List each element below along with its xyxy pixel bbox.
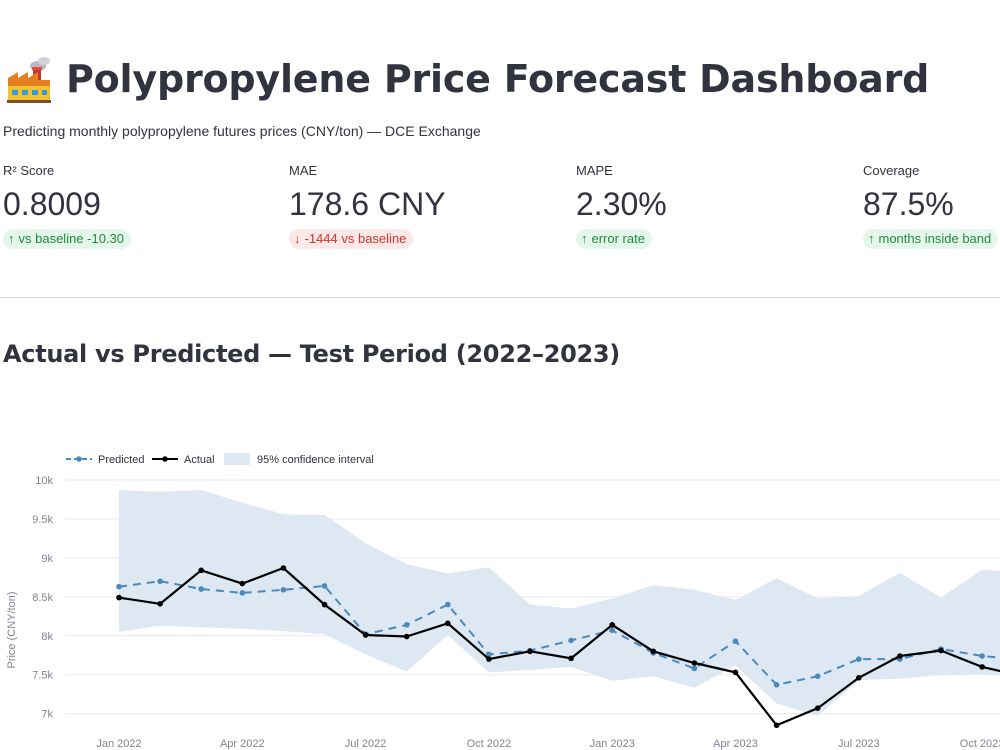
predicted-point	[486, 651, 492, 658]
metric-delta-badge: ↑ months inside band	[863, 229, 999, 249]
actual-point	[938, 647, 944, 654]
arrow-up-icon: ↑	[868, 231, 875, 246]
metric-mape: MAPE 2.30% ↑ error rate	[576, 160, 667, 249]
x-tick-label: Jan 2023	[590, 738, 635, 750]
section-divider	[0, 297, 1000, 298]
metric-value: 178.6 CNY	[289, 186, 446, 222]
y-tick-label: 9k	[41, 553, 53, 565]
price-forecast-chart[interactable]: 7k 7.5k 8k 8.5k 9k 9.5k 10k Price (CNY/ton) Jan …	[0, 440, 1000, 750]
legend-band-label: 95% confidence interval	[257, 454, 374, 466]
x-tick-label: Apr 2023	[713, 738, 758, 750]
actual-point	[157, 601, 163, 607]
actual-point	[445, 620, 451, 627]
y-tick-label: 8k	[41, 631, 53, 643]
actual-point	[609, 622, 615, 628]
actual-point	[403, 633, 410, 640]
metric-delta-badge: ↑ error rate	[576, 229, 652, 249]
page-title: Polypropylene Price Forecast Dashboard	[66, 57, 930, 101]
x-tick-label: Oct 2022	[467, 738, 512, 750]
actual-point	[116, 594, 122, 601]
actual-point	[280, 565, 287, 571]
metric-mae: MAE 178.6 CNY ↓ -1444 vs baseline	[289, 160, 446, 249]
legend-band-swatch	[224, 453, 250, 465]
y-tick-label: 7.5k	[32, 670, 53, 682]
metric-delta-badge: ↑ vs baseline -10.30	[3, 229, 132, 249]
actual-point	[527, 648, 533, 655]
predicted-point	[239, 590, 246, 596]
arrow-up-icon: ↑	[8, 231, 15, 246]
legend-predicted-marker	[76, 456, 82, 462]
metric-label: MAE	[289, 163, 318, 178]
metric-value: 0.8009	[3, 186, 101, 222]
x-tick-label: Apr 2022	[220, 738, 265, 750]
y-tick-label: 9.5k	[32, 514, 53, 526]
actual-point	[239, 580, 246, 587]
predicted-point	[445, 601, 451, 608]
legend-predicted-label: Predicted	[98, 454, 144, 466]
page-header: Polypropylene Price Forecast Dashboard	[4, 54, 929, 104]
legend-actual-marker	[162, 456, 168, 462]
metric-label: MAPE	[576, 163, 613, 178]
x-tick-label: Oct 2023	[960, 738, 1000, 750]
predicted-point	[280, 587, 287, 593]
actual-point	[814, 705, 821, 711]
actual-point	[321, 601, 328, 608]
predicted-point	[403, 622, 410, 628]
actual-point	[979, 664, 985, 670]
metric-label: R² Score	[3, 163, 55, 178]
metric-r2: R² Score 0.8009 ↑ vs baseline -10.30	[3, 160, 132, 249]
legend-actual-label: Actual	[184, 454, 215, 466]
actual-point	[198, 567, 204, 574]
x-tick-label: Jan 2022	[96, 738, 141, 750]
actual-point	[362, 632, 369, 638]
metric-delta-text: months inside band	[878, 231, 992, 246]
arrow-down-icon: ↓	[294, 231, 301, 246]
predicted-point	[157, 578, 163, 585]
predicted-point	[116, 583, 122, 590]
y-axis-label: Price (CNY/ton)	[6, 591, 18, 668]
predicted-point	[568, 637, 574, 644]
actual-point	[568, 655, 574, 662]
metric-delta-text: error rate	[591, 231, 645, 246]
metric-delta-text: -1444 vs baseline	[304, 231, 407, 246]
predicted-point	[856, 656, 862, 662]
confidence-band	[119, 490, 1000, 716]
actual-point	[897, 653, 903, 659]
actual-point	[691, 660, 698, 666]
metric-delta-text: vs baseline -10.30	[18, 231, 125, 246]
actual-point	[773, 722, 780, 729]
metric-value: 2.30%	[576, 186, 667, 222]
metric-value: 87.5%	[863, 186, 954, 222]
arrow-up-icon: ↑	[581, 231, 588, 246]
factory-icon	[7, 57, 51, 103]
metric-label: Coverage	[863, 163, 920, 178]
actual-point	[732, 669, 739, 676]
actual-point	[486, 656, 492, 662]
metric-delta-badge: ↓ -1444 vs baseline	[289, 229, 414, 249]
predicted-point	[198, 586, 204, 592]
predicted-point	[691, 665, 698, 672]
predicted-point	[979, 653, 985, 659]
predicted-point	[321, 583, 328, 589]
x-tick-label: Jul 2022	[345, 738, 387, 750]
y-tick-label: 10k	[35, 475, 53, 487]
predicted-point	[609, 627, 615, 634]
metric-coverage: Coverage 87.5% ↑ months inside band	[863, 160, 999, 249]
actual-point	[650, 648, 657, 655]
actual-point	[856, 675, 862, 681]
y-tick-label: 8.5k	[32, 592, 53, 604]
page-subtitle: Predicting monthly polypropylene futures…	[3, 123, 481, 139]
predicted-point	[814, 673, 821, 680]
predicted-point	[773, 682, 780, 688]
chart-section-title: Actual vs Predicted — Test Period (2022–…	[3, 340, 620, 368]
predicted-point	[732, 638, 739, 645]
x-tick-label: Jul 2023	[838, 738, 880, 750]
y-tick-label: 7k	[41, 709, 53, 721]
